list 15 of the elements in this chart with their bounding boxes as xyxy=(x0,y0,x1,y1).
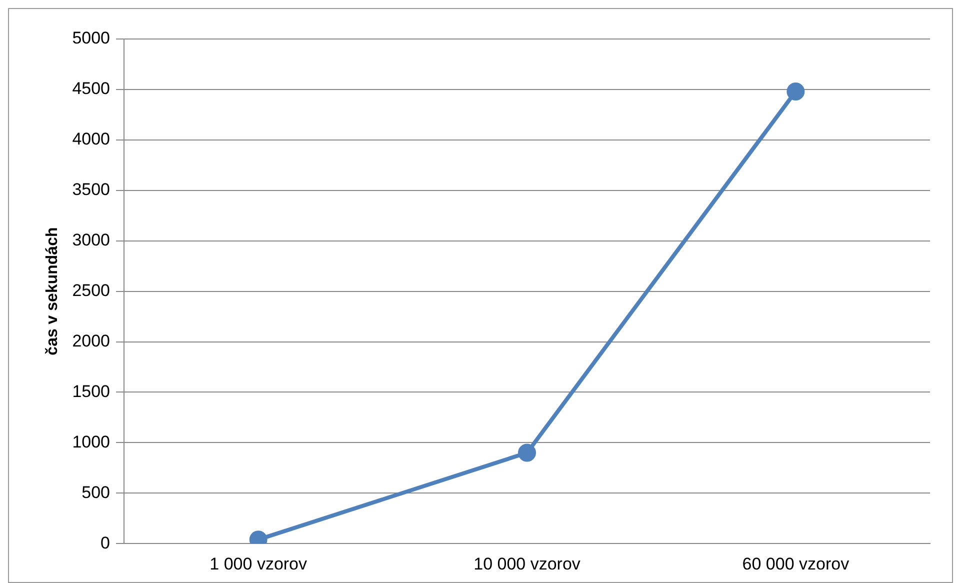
y-tick-label: 1500 xyxy=(72,382,110,401)
x-tick-label: 60 000 vzorov xyxy=(742,554,850,574)
x-tick-label: 1 000 vzorov xyxy=(210,554,308,574)
y-tick-label: 500 xyxy=(82,482,110,502)
y-tick-label: 3500 xyxy=(72,180,110,200)
y-tick-label: 3000 xyxy=(72,230,110,250)
y-tick-label: 5000 xyxy=(72,28,110,48)
x-tick-label: 10 000 vzorov xyxy=(474,554,581,574)
y-tick-label: 2500 xyxy=(72,280,110,300)
y-tick-label: 4000 xyxy=(72,130,110,149)
y-tick-label: 0 xyxy=(100,533,110,552)
y-axis-title: čas v sekundách xyxy=(44,227,62,356)
y-tick-label: 2000 xyxy=(72,331,110,350)
y-tick-label: 4500 xyxy=(72,79,110,98)
y-tick-label: 1000 xyxy=(72,432,110,452)
